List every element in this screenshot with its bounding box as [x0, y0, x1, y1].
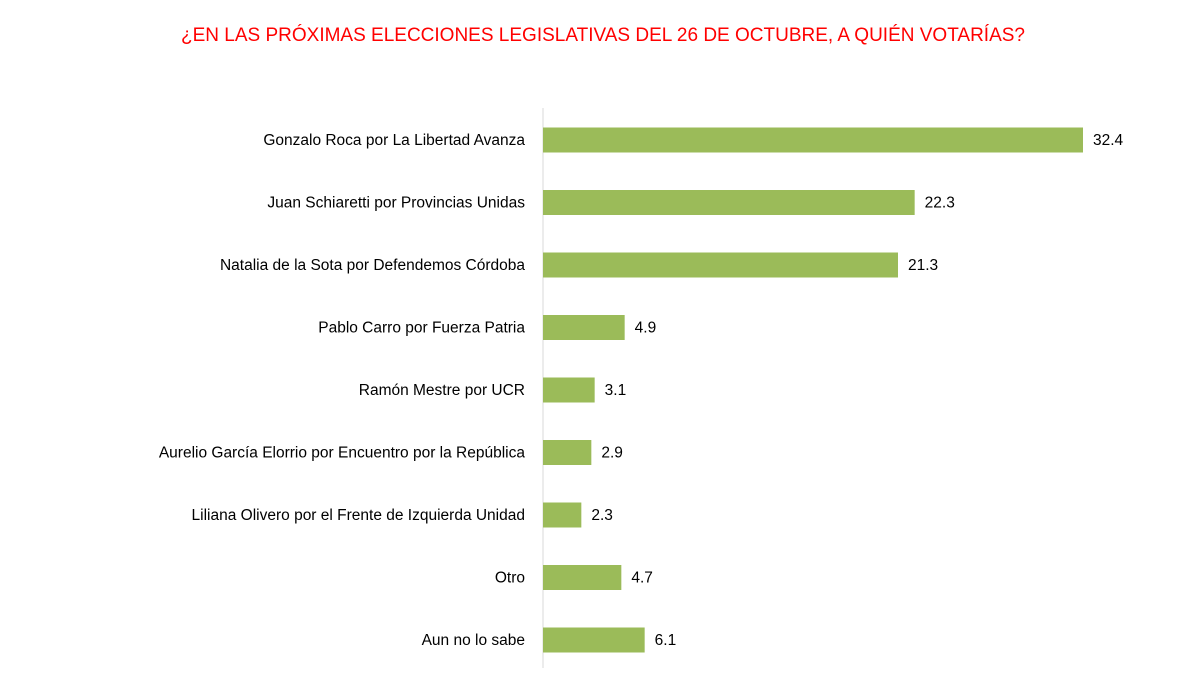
category-label: Gonzalo Roca por La Libertad Avanza	[263, 132, 525, 149]
value-label: 21.3	[908, 257, 938, 274]
bar	[543, 315, 625, 340]
bar	[543, 252, 898, 278]
bar	[543, 127, 1083, 153]
value-label: 22.3	[925, 195, 955, 212]
bar	[543, 190, 915, 215]
category-label: Juan Schiaretti por Provincias Unidas	[267, 195, 525, 212]
value-label: 3.1	[605, 382, 627, 399]
bar	[543, 627, 645, 653]
category-label: Aun no lo sabe	[422, 632, 525, 649]
value-label: 4.7	[631, 570, 653, 587]
value-label: 2.9	[601, 445, 623, 462]
category-label: Liliana Olivero por el Frente de Izquier…	[192, 507, 525, 524]
category-label: Aurelio García Elorrio por Encuentro por…	[159, 445, 526, 462]
category-label: Otro	[495, 570, 525, 587]
value-label: 2.3	[591, 507, 613, 524]
category-label: Pablo Carro por Fuerza Patria	[318, 320, 525, 337]
category-label: Ramón Mestre por UCR	[359, 382, 525, 399]
bar	[543, 377, 595, 403]
value-label: 6.1	[655, 632, 677, 649]
bar	[543, 502, 582, 528]
category-label: Natalia de la Sota por Defendemos Córdob…	[220, 257, 525, 274]
value-label: 4.9	[635, 320, 657, 337]
bar	[543, 565, 622, 590]
value-label: 32.4	[1093, 132, 1124, 149]
bar	[543, 440, 592, 465]
chart-title: ¿EN LAS PRÓXIMAS ELECCIONES LEGISLATIVAS…	[181, 24, 1025, 46]
